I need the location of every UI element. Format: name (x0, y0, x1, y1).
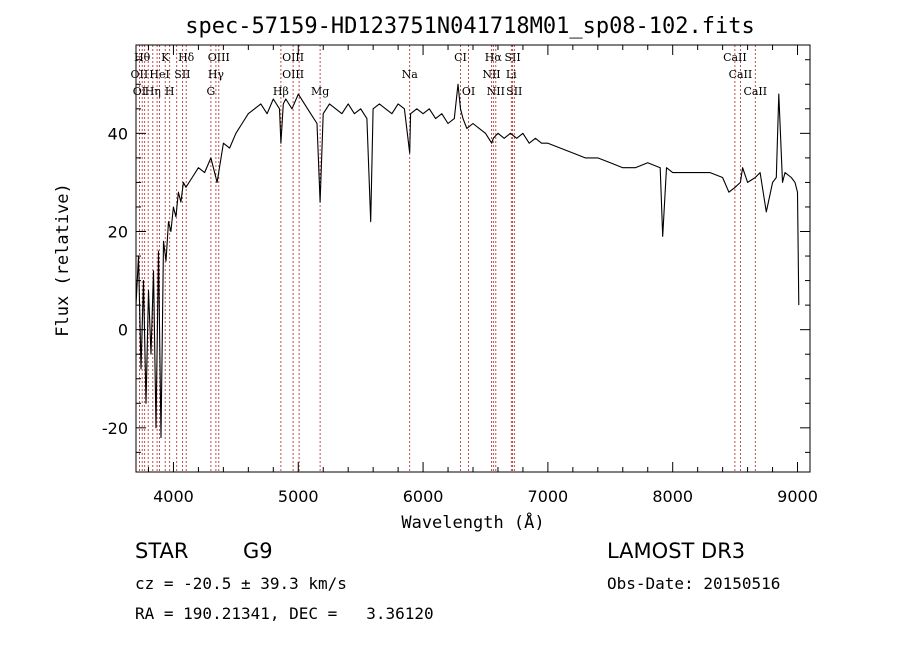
line-label-11: SII (174, 68, 190, 81)
spectrum-chart: spec-57159-HD123751N041718M01_sp08-102.f… (53, 14, 818, 533)
line-label-3: OIII (208, 51, 230, 64)
spectrum-line (135, 83, 800, 439)
line-label-27: CaII (743, 85, 767, 98)
line-label-7: SII (504, 51, 520, 64)
line-label-25: NII (487, 85, 505, 98)
x-tick-label: 8000 (652, 487, 693, 506)
coordinates: RA = 190.21341, DEC = 3.36120 (135, 604, 434, 623)
line-label-6: Hα (485, 51, 503, 64)
y-tick-label: -20 (102, 419, 128, 438)
line-label-15: NII (482, 68, 500, 81)
axis-ticks: 4000 5000 6000 7000 8000 9000 -20 0 20 40 (102, 45, 818, 506)
line-label-13: OIII (282, 68, 304, 81)
y-tick-label: 20 (108, 223, 128, 242)
line-label-1: K (161, 51, 170, 64)
chart-title: spec-57159-HD123751N041718M01_sp08-102.f… (185, 14, 755, 39)
y-tick-label: 0 (118, 321, 128, 340)
line-label-24: OI (462, 85, 475, 98)
x-tick-label: 5000 (278, 487, 319, 506)
line-label-0: Hθ (134, 51, 151, 64)
line-label-2: Hδ (178, 51, 195, 64)
x-tick-label: 4000 (153, 487, 194, 506)
line-label-12: Hγ (208, 68, 225, 81)
line-label-20: H (165, 85, 175, 98)
line-label-10: HeI (149, 68, 169, 81)
object-subclass: G9 (243, 539, 273, 563)
line-label-4: OIII (282, 51, 304, 64)
emission-line-markers (138, 45, 756, 472)
x-axis-label: Wavelength (Å) (401, 511, 544, 533)
obs-date: Obs-Date: 20150516 (607, 574, 781, 593)
x-tick-label: 6000 (403, 487, 444, 506)
line-label-17: CaII (729, 68, 753, 81)
spectrum-series (135, 83, 800, 439)
x-tick-label: 7000 (528, 487, 569, 506)
line-label-19: Hη (145, 85, 161, 98)
x-tick-label: 9000 (777, 487, 818, 506)
object-class: STAR (135, 539, 189, 563)
line-label-8: CaII (723, 51, 747, 64)
survey-name: LAMOST DR3 (607, 539, 746, 563)
y-axis-label: Flux (relative) (53, 183, 73, 337)
line-label-5: CI (454, 51, 467, 64)
y-tick-label: 40 (108, 124, 128, 143)
line-label-16: Li (506, 68, 517, 81)
line-label-26: SII (506, 85, 522, 98)
redshift-readout: cz = -20.5 ± 39.3 km/s (135, 574, 347, 593)
line-label-22: Hβ (273, 85, 289, 98)
plot-frame (135, 44, 811, 473)
line-label-9: OII (131, 68, 149, 81)
line-label-14: Na (402, 68, 419, 81)
line-label-23: Mg (311, 85, 329, 98)
line-label-21: G (207, 85, 216, 98)
